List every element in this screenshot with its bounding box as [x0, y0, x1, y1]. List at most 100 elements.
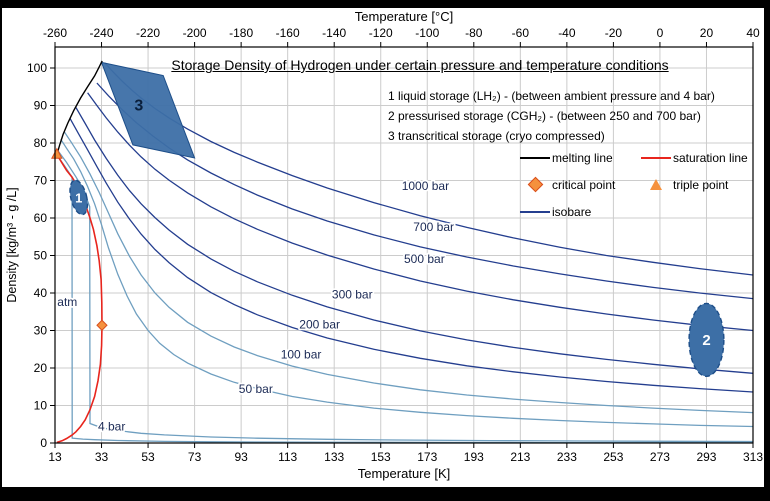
annotation-transcritical-storage: 3 transcritical storage (cryo compressed…: [388, 129, 605, 143]
x-tick-label-bottom: 93: [234, 450, 248, 464]
isobar-label: 4 bar: [98, 419, 125, 433]
line-swatch-icon: [520, 210, 550, 213]
chart-title: Storage Density of Hydrogen under certai…: [171, 57, 669, 73]
annotation-pressurised-storage: 2 pressurised storage (CGH₂) - (between …: [388, 109, 701, 123]
x-tick-label-bottom: 193: [464, 450, 484, 464]
x-tick-label-bottom: 293: [696, 450, 716, 464]
x-tick-label-bottom: 313: [743, 450, 763, 464]
y-tick-label: 30: [34, 324, 48, 338]
isobare-swatch: [518, 210, 552, 213]
x-tick-label-top: -20: [605, 26, 623, 40]
storage-type-annotations: 1 liquid storage (LH₂) - (between ambien…: [388, 86, 715, 146]
isobar-label: atm: [57, 295, 77, 309]
plot-border: [54, 46, 754, 444]
y-tick-label: 20: [34, 361, 48, 375]
x-tick-label-top: -100: [415, 26, 439, 40]
legend-item-triple-point: triple point: [639, 178, 760, 192]
annotation-liquid-storage: 1 liquid storage (LH₂) - (between ambien…: [388, 89, 715, 103]
y-tick-label: 100: [27, 61, 47, 75]
isobar-label: 100 bar: [281, 348, 322, 362]
x-tick-label-top: -240: [90, 26, 114, 40]
y-tick-label: 40: [34, 286, 48, 300]
region-label-1: 1: [75, 190, 82, 205]
triangle-icon: [650, 179, 662, 190]
region-label-3: 3: [134, 98, 143, 115]
x-tick-label-top: 20: [700, 26, 714, 40]
isobar-label: 500 bar: [404, 252, 445, 266]
x-tick-label-top: 40: [746, 26, 760, 40]
x-tick-label-bottom: 33: [95, 450, 109, 464]
x-tick-label-top: -40: [558, 26, 576, 40]
legend-label-critical-point: critical point: [552, 177, 616, 192]
bottom-axis-title: Temperature [K]: [357, 466, 451, 481]
x-tick-label-bottom: 133: [324, 450, 344, 464]
isobar-200bar: [69, 118, 754, 393]
x-tick-label-bottom: 73: [188, 450, 202, 464]
legend-row: isobare: [518, 198, 760, 225]
legend-label-melting-line: melting line: [552, 150, 613, 165]
legend-row: melting line saturation line: [518, 144, 760, 171]
legend: melting line saturation line critical po…: [518, 144, 760, 225]
x-tick-label-top: -80: [465, 26, 483, 40]
x-tick-label-top: -220: [136, 26, 160, 40]
x-tick-label-bottom: 13: [48, 450, 62, 464]
legend-item-saturation-line: saturation line: [639, 151, 760, 165]
legend-label-saturation-line: saturation line: [673, 150, 748, 165]
isobar-50bar: [60, 138, 754, 428]
triple-point-swatch: [639, 179, 673, 190]
x-tick-label-bottom: 113: [278, 450, 297, 464]
y-tick-label: 90: [34, 99, 48, 113]
isobar-label: 50 bar: [239, 382, 273, 396]
y-tick-label: 50: [34, 249, 48, 263]
y-tick-label: 60: [34, 211, 48, 225]
isobar-500bar: [87, 92, 754, 332]
isobar-label: 1000 bar: [402, 179, 449, 193]
isobar-label: 700 bar: [413, 220, 454, 234]
x-tick-label-bottom: 233: [557, 450, 577, 464]
x-tick-label-bottom: 53: [141, 450, 155, 464]
x-tick-label-bottom: 173: [417, 450, 437, 464]
region-1: [69, 179, 89, 216]
melting-line-swatch: [518, 156, 552, 159]
legend-item-melting-line: melting line: [518, 151, 639, 165]
x-tick-label-bottom: 153: [371, 450, 391, 464]
saturation-line-swatch: [639, 156, 673, 159]
x-tick-label-top: -160: [276, 26, 300, 40]
critical-point-swatch: [518, 176, 552, 193]
x-tick-label-bottom: 253: [603, 450, 623, 464]
legend-item-isobare: isobare: [518, 205, 639, 219]
y-tick-label: 10: [34, 399, 48, 413]
x-tick-label-top: -60: [512, 26, 530, 40]
x-tick-label-bottom: 273: [650, 450, 670, 464]
legend-label-isobare: isobare: [552, 204, 592, 219]
x-tick-label-top: -200: [183, 26, 207, 40]
x-tick-label-bottom: 213: [510, 450, 530, 464]
region-label-2: 2: [702, 332, 710, 349]
line-swatch-icon: [641, 156, 671, 159]
critical-point-marker: [96, 319, 108, 331]
top-axis-title: Temperature [°C]: [354, 9, 454, 24]
isobar-label: 300 bar: [332, 288, 373, 302]
region-3: [100, 61, 196, 159]
triple-point-marker: [51, 147, 63, 159]
legend-label-triple-point: triple point: [673, 177, 729, 192]
left-axis-title: Density [kg/m³ - g /L]: [5, 187, 19, 303]
x-tick-label-top: -180: [229, 26, 253, 40]
line-swatch-icon: [520, 156, 550, 159]
y-tick-label: 0: [40, 436, 47, 450]
region-2: [688, 302, 725, 377]
melting-line: [56, 60, 103, 155]
isobar-300bar: [75, 107, 754, 374]
isobar-100bar: [63, 131, 754, 414]
x-tick-label-top: -140: [322, 26, 346, 40]
diamond-icon: [527, 176, 543, 193]
y-tick-label: 80: [34, 136, 48, 150]
legend-row: critical point triple point: [518, 171, 760, 198]
isobar-label: 200 bar: [299, 318, 340, 332]
x-tick-label-top: -260: [43, 26, 67, 40]
x-tick-label-top: -120: [369, 26, 393, 40]
x-tick-label-top: 0: [657, 26, 664, 40]
legend-item-critical-point: critical point: [518, 176, 639, 193]
